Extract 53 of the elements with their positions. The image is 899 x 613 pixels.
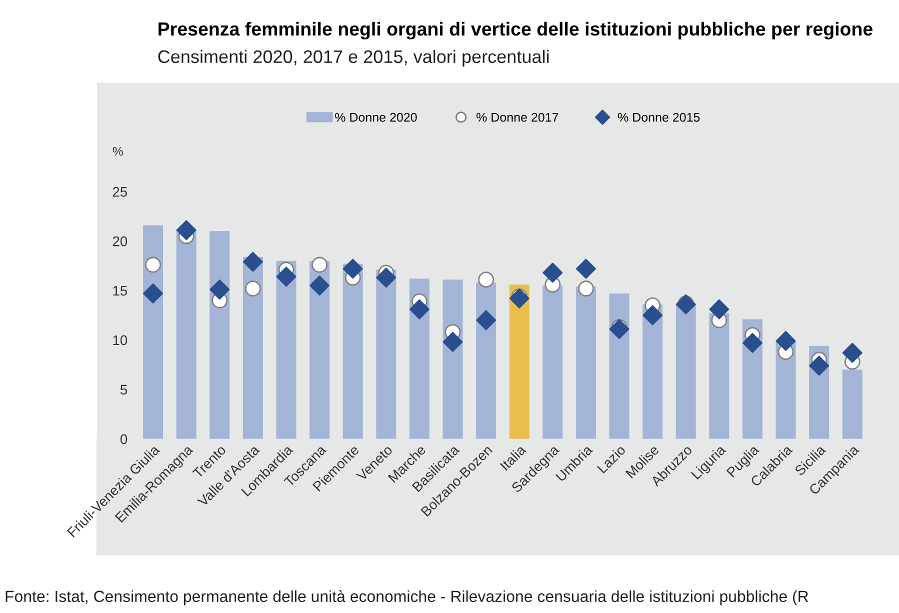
point — [143, 283, 164, 304]
chart-title: Presenza femminile negli organi di vertice delle istituzioni pubbliche per regione — [158, 22, 872, 40]
bar — [576, 286, 596, 439]
point — [742, 332, 762, 353]
point — [509, 288, 530, 308]
y-tick-label: 15 — [113, 286, 128, 296]
point — [542, 262, 563, 283]
point — [342, 258, 363, 279]
legend-label: % Donne 2017 — [476, 112, 558, 122]
bar — [342, 264, 363, 439]
point — [276, 266, 296, 287]
bar — [842, 370, 862, 439]
bar — [376, 270, 396, 439]
y-tick-label: 10 — [113, 335, 128, 346]
point — [310, 276, 330, 296]
point — [776, 330, 796, 351]
bar — [143, 225, 164, 439]
point — [609, 319, 630, 340]
y-tick-label: 0 — [120, 434, 128, 444]
point — [578, 280, 594, 297]
chart-subtitle: Censimenti 2020, 2017 e 2015, valori percentuali — [158, 50, 549, 67]
bar — [276, 260, 296, 439]
point — [842, 342, 862, 363]
point — [409, 299, 430, 320]
bar — [176, 229, 196, 439]
bar — [210, 231, 230, 439]
point — [476, 310, 496, 330]
y-axis-title: % — [112, 146, 124, 156]
legend-label: % Donne 2020 — [335, 112, 417, 122]
point — [809, 356, 830, 376]
point — [210, 280, 230, 300]
y-tick-label: 5 — [120, 384, 128, 395]
point — [376, 268, 396, 288]
bar — [476, 282, 496, 439]
point — [145, 256, 162, 273]
point — [576, 258, 596, 279]
point — [442, 332, 463, 352]
bar — [542, 286, 563, 439]
point — [642, 305, 663, 326]
y-tick-label: 25 — [112, 186, 128, 197]
point — [176, 220, 196, 240]
legend-label: % Donne 2015 — [618, 112, 700, 122]
point — [478, 272, 494, 288]
point — [244, 280, 261, 297]
y-tick-label: 20 — [112, 236, 128, 246]
source-note: Fonte: Istat, Censimento permanente delle unità economiche - Rilevazione censuaria delle istituzioni pubbliche (R — [6, 590, 808, 606]
point — [312, 256, 328, 273]
point — [242, 252, 263, 272]
bar — [509, 284, 530, 439]
bar — [709, 313, 730, 439]
bar — [609, 293, 630, 439]
point — [709, 299, 730, 320]
point — [676, 294, 696, 314]
